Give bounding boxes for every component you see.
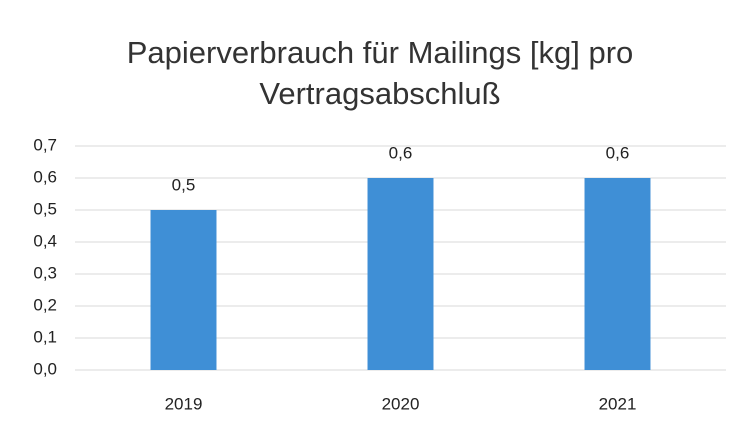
y-tick-label: 0,2 xyxy=(33,295,57,314)
y-tick-label: 0,6 xyxy=(33,167,57,186)
y-tick-label: 0,4 xyxy=(33,231,57,250)
y-tick-label: 0,7 xyxy=(33,135,57,154)
data-label: 0,6 xyxy=(389,143,413,162)
x-tick-label: 2021 xyxy=(599,394,637,413)
y-tick-label: 0,1 xyxy=(33,327,57,346)
bar xyxy=(150,210,217,370)
y-tick-label: 0,3 xyxy=(33,263,57,282)
chart-title: Papierverbrauch für Mailings [kg] pro Ve… xyxy=(126,35,634,111)
bar xyxy=(367,178,434,370)
y-tick-label: 0,5 xyxy=(33,199,57,218)
x-tick-label: 2020 xyxy=(382,394,420,413)
y-tick-label: 0,0 xyxy=(33,359,57,378)
x-tick-label: 2019 xyxy=(165,394,203,413)
bar xyxy=(584,178,651,370)
data-label: 0,5 xyxy=(172,175,196,194)
data-label: 0,6 xyxy=(606,143,630,162)
